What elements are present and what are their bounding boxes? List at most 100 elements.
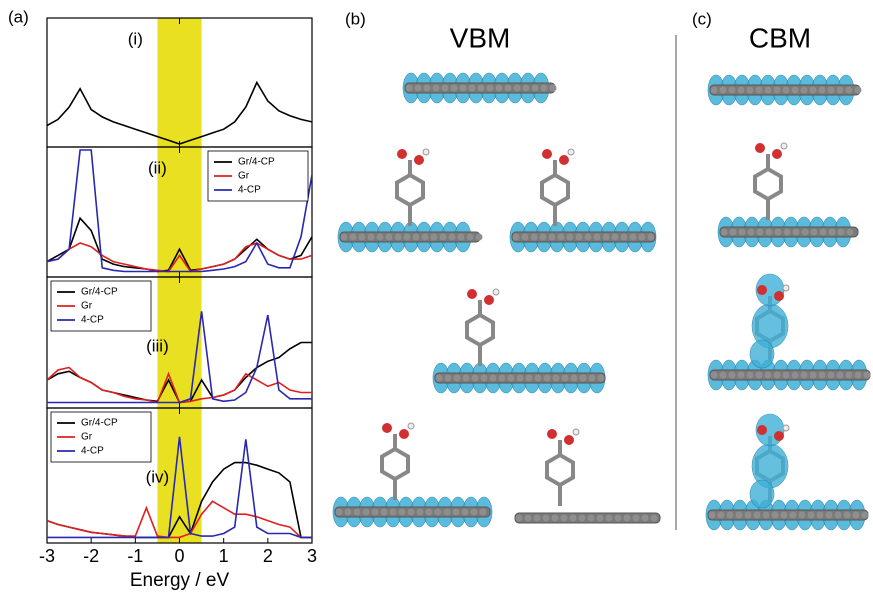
atom — [425, 508, 433, 516]
molecule-renderings — [332, 72, 871, 531]
oxygen — [559, 155, 569, 165]
atom — [525, 374, 533, 382]
oxygen — [467, 289, 477, 299]
vbm-title: VBM — [450, 22, 511, 53]
atom — [531, 84, 539, 92]
atom — [423, 84, 431, 92]
atom — [416, 508, 424, 516]
atom — [548, 233, 556, 241]
oxygen — [484, 295, 494, 305]
benzene-ring — [753, 166, 783, 202]
atom — [522, 84, 530, 92]
atom — [819, 228, 827, 236]
dos-line — [47, 436, 312, 539]
hydrogen — [782, 284, 790, 292]
atom — [861, 511, 869, 519]
atom — [470, 508, 478, 516]
atom — [791, 371, 799, 379]
atom — [560, 514, 568, 522]
hydrogen — [782, 424, 790, 432]
dos-line — [47, 311, 312, 404]
atom — [816, 511, 824, 519]
atom — [845, 86, 853, 94]
oxygen — [774, 291, 784, 301]
atom — [495, 84, 503, 92]
legend-label: 4-CP — [81, 315, 104, 326]
atom — [412, 233, 420, 241]
atom — [578, 514, 586, 522]
atom — [398, 508, 406, 516]
benzene-ring — [545, 452, 575, 488]
orbital-lobe — [749, 479, 775, 509]
atom — [798, 511, 806, 519]
atom — [448, 233, 456, 241]
spans — [157, 18, 202, 543]
atom — [710, 86, 718, 94]
atom — [782, 371, 790, 379]
atom — [380, 508, 388, 516]
oxygen — [774, 431, 784, 441]
atom — [807, 511, 815, 519]
atom — [605, 514, 613, 522]
atom — [403, 233, 411, 241]
atom — [540, 84, 548, 92]
atom — [530, 233, 538, 241]
atom — [552, 374, 560, 382]
atom — [719, 371, 727, 379]
atom — [708, 511, 716, 519]
atom — [504, 84, 512, 92]
atom — [434, 508, 442, 516]
subplot-label: (iv) — [146, 467, 170, 486]
atom — [407, 508, 415, 516]
atom — [620, 233, 628, 241]
atom — [466, 233, 474, 241]
atom — [443, 508, 451, 516]
atom — [566, 233, 574, 241]
atom — [773, 86, 781, 94]
oxygen — [755, 143, 765, 153]
atom — [791, 86, 799, 94]
legend-label: Gr/4-CP — [81, 287, 118, 298]
atom — [515, 514, 523, 522]
atom — [362, 508, 370, 516]
atom — [489, 374, 497, 382]
orbital-lobe — [749, 339, 775, 369]
panel-label: (c) — [692, 9, 712, 28]
atom — [579, 374, 587, 382]
atom — [717, 511, 725, 519]
atom — [852, 511, 860, 519]
atom — [800, 86, 808, 94]
atom — [789, 511, 797, 519]
atom — [367, 233, 375, 241]
dos-line — [47, 80, 312, 145]
oxygen — [564, 435, 574, 445]
atom — [846, 228, 854, 236]
atom — [596, 514, 604, 522]
atom — [762, 511, 770, 519]
dos-line — [47, 242, 312, 273]
atom — [744, 511, 752, 519]
atom — [753, 511, 761, 519]
atom — [800, 371, 808, 379]
atom — [584, 233, 592, 241]
hydrogen — [780, 142, 788, 150]
atom — [444, 374, 452, 382]
atom — [349, 233, 357, 241]
atom — [461, 508, 469, 516]
atom — [647, 233, 655, 241]
atom — [441, 84, 449, 92]
atom — [755, 371, 763, 379]
dos-line — [47, 149, 312, 273]
atom — [756, 228, 764, 236]
plot-lines — [47, 311, 312, 404]
x-tick-label: 1 — [219, 546, 229, 566]
benzene-ring — [380, 446, 410, 482]
atom — [542, 514, 550, 522]
atom — [335, 508, 343, 516]
benzene-ring — [540, 172, 570, 208]
atom — [780, 511, 788, 519]
atom — [801, 228, 809, 236]
oxygen — [382, 423, 392, 433]
atom — [818, 86, 826, 94]
